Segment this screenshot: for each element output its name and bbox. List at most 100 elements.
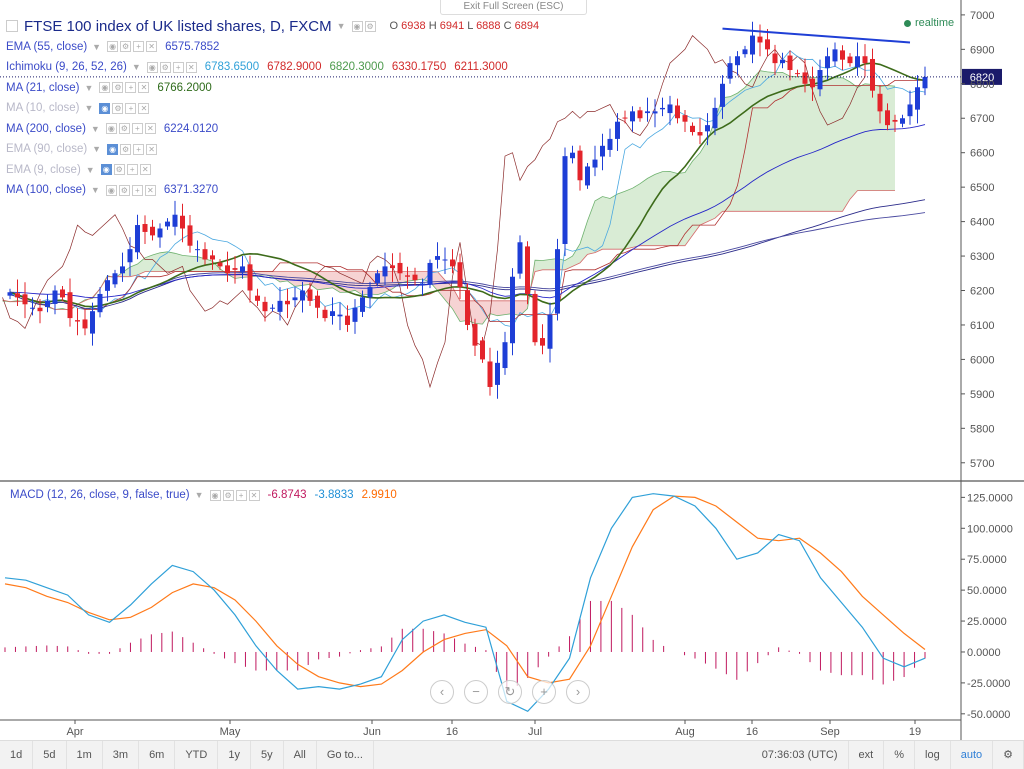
chevron-down-icon[interactable]: ▼ [84,103,94,114]
gear-icon[interactable]: ⚙ [120,41,132,53]
eye-icon[interactable]: ◉ [105,184,117,196]
range-button[interactable]: YTD [175,741,219,769]
candle-body [180,215,185,229]
indicator-name[interactable]: MA (100, close) [6,184,86,197]
close-icon[interactable]: ✕ [185,61,197,73]
scale-button[interactable]: % [884,741,916,769]
chevron-down-icon[interactable]: ▼ [92,144,102,155]
add-icon[interactable]: + [131,123,143,135]
scroll-left-icon[interactable]: ‹ [430,680,454,704]
chevron-down-icon[interactable]: ▼ [90,185,100,196]
kumo-segment [482,300,490,325]
range-button[interactable]: 3m [103,741,140,769]
indicator-name[interactable]: EMA (90, close) [6,143,88,156]
price-tick-label: 7000 [970,10,994,22]
eye-icon[interactable]: ◉ [100,164,112,176]
chevron-down-icon[interactable]: ▼ [336,21,346,32]
close-icon[interactable]: ✕ [248,489,260,501]
candle-body [660,107,665,110]
zoom-in-icon[interactable]: + [532,680,556,704]
range-button[interactable]: Go to... [317,741,374,769]
price-tick-label: 6100 [970,320,994,332]
indicator-name[interactable]: MA (200, close) [6,122,86,135]
eye-icon[interactable]: ◉ [146,61,158,73]
collapse-icon[interactable] [6,20,18,33]
add-icon[interactable]: + [126,164,138,176]
scale-button[interactable]: auto [951,741,994,769]
gear-icon[interactable]: ⚙ [222,489,234,501]
candle-body [735,56,740,66]
add-icon[interactable]: + [172,61,184,73]
range-button[interactable]: 1d [0,741,34,769]
close-icon[interactable]: ✕ [138,102,150,114]
kumo-segment [835,77,843,212]
indicator-row: EMA (55, close) ▼ ◉ ⚙ + ✕ 6575.7852 [6,37,606,58]
reset-icon[interactable]: ↻ [498,680,522,704]
candle-body [697,132,703,136]
indicator-value: 6782.9000 [267,61,322,74]
add-icon[interactable]: + [133,143,145,155]
scroll-right-icon[interactable]: › [566,680,590,704]
eye-icon[interactable]: ◉ [99,102,111,114]
add-icon[interactable]: + [125,102,137,114]
indicator-name[interactable]: EMA (9, close) [6,163,81,176]
close-icon[interactable]: ✕ [138,82,150,94]
close-icon[interactable]: ✕ [146,143,158,155]
candle-body [187,225,193,246]
add-icon[interactable]: + [133,41,145,53]
eye-icon[interactable]: ◉ [351,20,363,32]
close-icon[interactable]: ✕ [144,184,156,196]
add-icon[interactable]: + [235,489,247,501]
gear-icon[interactable]: ⚙ [113,164,125,176]
add-icon[interactable]: + [125,82,137,94]
chevron-down-icon[interactable]: ▼ [92,41,102,52]
candle-body [495,362,500,385]
candle-body [142,224,148,232]
range-button[interactable]: 1m [67,741,103,769]
indicator-row: EMA (9, close) ▼ ◉ ⚙ + ✕ [6,160,606,181]
gear-icon[interactable]: ⚙ [112,102,124,114]
range-button[interactable]: All [284,741,317,769]
indicator-name[interactable]: MA (21, close) [6,81,80,94]
scale-button[interactable]: ext [849,741,885,769]
range-button[interactable]: 1y [218,741,251,769]
zoom-out-icon[interactable]: − [464,680,488,704]
close-icon[interactable]: ✕ [139,164,151,176]
gear-icon[interactable]: ⚙ [120,143,132,155]
scale-button[interactable]: log [915,741,951,769]
gear-icon[interactable]: ⚙ [364,20,376,32]
candle-body [15,293,20,298]
close-icon[interactable]: ✕ [146,41,158,53]
kumo-segment [197,256,205,272]
chevron-down-icon[interactable]: ▼ [85,164,95,175]
gear-icon[interactable]: ⚙ [118,123,130,135]
candle-body [757,36,763,43]
range-button[interactable]: 5d [33,741,67,769]
chevron-down-icon[interactable]: ▼ [131,62,141,73]
macd-tick-label: 50.0000 [967,585,1007,597]
gear-icon[interactable]: ⚙ [112,82,124,94]
eye-icon[interactable]: ◉ [105,123,117,135]
eye-icon[interactable]: ◉ [99,82,111,94]
eye-icon[interactable]: ◉ [107,143,119,155]
gear-icon[interactable]: ⚙ [118,184,130,196]
kumo-segment [692,152,700,236]
add-icon[interactable]: + [131,184,143,196]
indicator-value: 6330.1750 [391,61,447,74]
eye-icon[interactable]: ◉ [107,41,119,53]
close-icon[interactable]: ✕ [144,123,156,135]
chevron-down-icon[interactable]: ▼ [84,82,94,93]
indicator-name[interactable]: Ichimoku (9, 26, 52, 26) [6,61,127,74]
gear-icon[interactable]: ⚙ [159,61,171,73]
eye-icon[interactable]: ◉ [209,489,221,501]
indicator-name[interactable]: MA (10, close) [6,102,80,115]
time-tick-label: Jul [528,726,542,738]
range-button[interactable]: 5y [251,741,284,769]
exit-fullscreen-button[interactable]: Exit Full Screen (ESC) [440,0,587,15]
range-button[interactable]: 6m [139,741,176,769]
settings-gear-icon[interactable]: ⚙ [993,741,1024,769]
chevron-down-icon[interactable]: ▼ [90,123,100,134]
chevron-down-icon[interactable]: ▼ [194,490,204,500]
indicator-name[interactable]: EMA (55, close) [6,40,88,53]
